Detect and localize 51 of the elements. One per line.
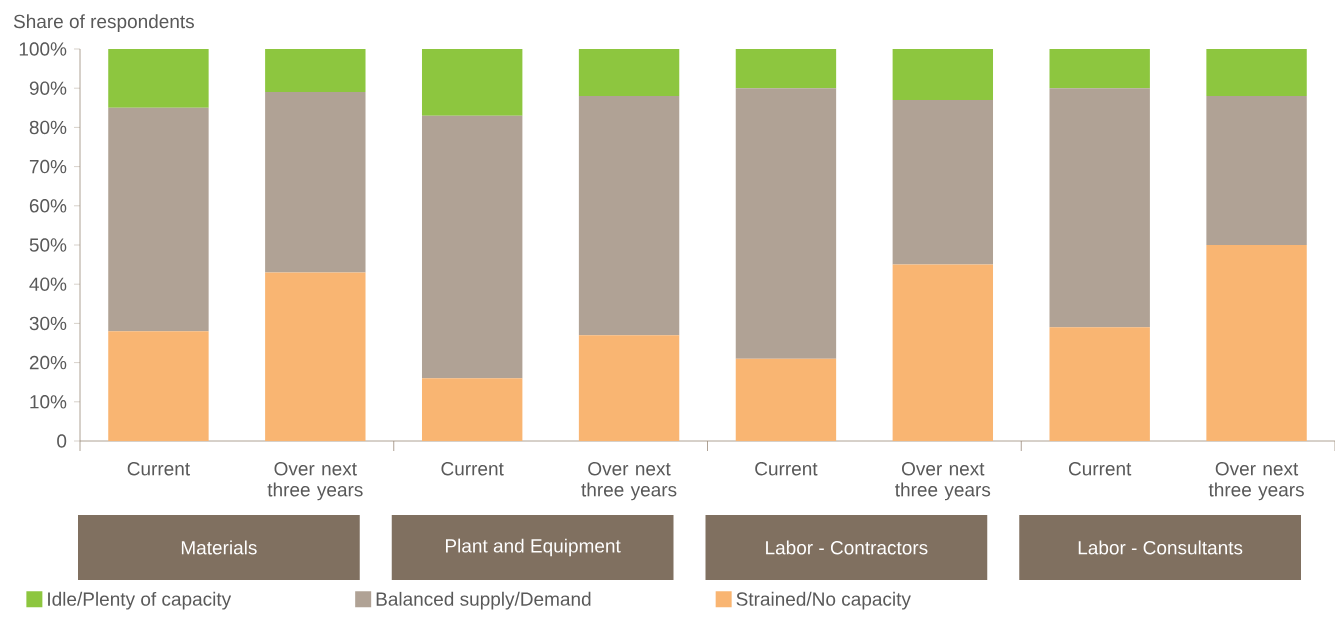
x-tick-label: Current [441,462,504,476]
x-tick-label: Over next three years [581,462,677,501]
y-tick-label: 30% [29,316,67,331]
bar [421,378,523,441]
bar [735,48,837,89]
y-tick-label: 10% [30,395,67,409]
bar [735,358,837,441]
bar [421,48,523,116]
text: Labor - Consultants [1078,540,1243,555]
bar [1049,88,1150,328]
y-tick-label: 90% [29,81,67,95]
bar [421,115,523,379]
legend-label: Balanced supply/Demand [376,591,591,610]
y-tick-label: 80% [29,120,67,135]
legend-label: Idle/Plenty of capacity [48,591,232,610]
bar [265,48,366,93]
bar [265,272,366,441]
text: Labor - Contractors [766,540,928,555]
bar [108,331,209,441]
bar [735,88,837,359]
bar [1206,48,1307,97]
bar [1206,96,1307,245]
x-tick-label: Over next three years [267,462,363,501]
y-tick-label: 40% [29,277,67,291]
y-tick-label: 20% [29,355,67,370]
bar [108,48,209,108]
y-tick-label: 70% [29,159,67,174]
bar [892,48,994,100]
y-tick-label: 100% [19,42,67,56]
text: Materials [181,540,257,555]
bar [578,96,680,336]
y-axis-title: Share of respondents [13,14,194,32]
bar [892,264,994,441]
y-tick-label: 50% [29,238,67,252]
x-tick-label: Over next three years [1208,462,1304,501]
text: Plant and Equipment [445,538,621,557]
x-tick-label: Current [755,462,818,476]
y-tick-label: 60% [29,199,67,213]
bar [265,92,366,273]
bar [578,335,680,441]
x-tick-label: Current [127,462,190,476]
bar [892,99,994,265]
bar [108,107,209,332]
bar [1049,327,1150,441]
bar [578,48,680,97]
bar [1206,245,1307,441]
x-tick-label: Over next three years [895,462,991,501]
x-tick-label: Current [1068,462,1132,476]
bar [1049,48,1150,89]
y-tick-label: 0 [57,434,67,448]
legend-label: Strained/No capacity [736,591,911,610]
